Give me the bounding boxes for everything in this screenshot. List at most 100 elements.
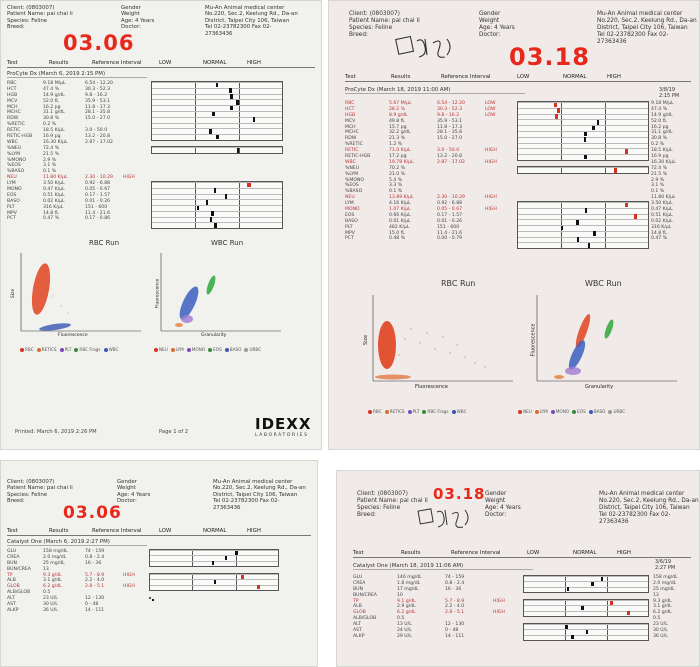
table-row: ALB/GLOB 0.5 (353, 616, 523, 622)
table-row: NEU 11.80 K/μL 2.30 - 10.29 HIGH (7, 175, 147, 181)
test-name: HCT (345, 106, 355, 112)
legend-label: RBC Frags (427, 409, 449, 414)
legend-swatch (59, 348, 64, 352)
reference-interval: 13.2 - 20.8 (437, 154, 463, 160)
row-divider (150, 550, 278, 551)
row-divider (518, 107, 648, 109)
table-row: HCT 47.4 % 30.3 - 52.3 (7, 87, 147, 93)
reference-interval: 74 - 159 (85, 549, 105, 554)
row-divider (524, 600, 648, 601)
weight-line: Weight (121, 11, 140, 18)
test-name: MCH (7, 104, 18, 110)
test-name: ALB/GLOB (353, 616, 377, 622)
test-name: %MONO (345, 177, 364, 183)
row-divider (150, 560, 278, 562)
reference-interval: 0 - 48 (85, 602, 99, 608)
table-row: %BASO 0.1 % (7, 169, 147, 175)
clinic-address: Mu-An Animal medical center No.220, Sec.… (213, 479, 306, 511)
previous-value: 0.02 K/μL (651, 218, 673, 224)
result-marker (215, 82, 218, 88)
result-value: 19.78 K/μL (389, 159, 414, 165)
range-bar-grid (151, 146, 283, 154)
table-row: GLU 146 mg/dL 74 - 159 (353, 575, 523, 581)
table-row: BUN/CREA 13 (7, 567, 147, 573)
result-value: 0.48 % (389, 236, 406, 242)
clinic-address: Mu-An Animal medical center No.220, Sec.… (597, 11, 697, 45)
result-value: 9.18 M/μL (43, 81, 66, 86)
previous-value: 9.3 g/dL (653, 598, 672, 604)
result-value: 1.8 mg/dL (397, 580, 421, 586)
row-divider (518, 102, 648, 103)
reference-interval: 0.17 - 0.86 (85, 216, 111, 222)
range-divider (192, 574, 193, 590)
table-row: CREA 1.8 mg/dL 0.8 - 2.4 (353, 581, 523, 587)
result-value: 3.3 % (389, 183, 403, 189)
result-value: 30.8 % (43, 116, 60, 122)
table-row: MCH 16.2 pg 11.8 - 17.3 (7, 105, 147, 111)
result-value: 13 U/L (397, 622, 412, 628)
client-line: Client: (0803007) (7, 5, 55, 11)
previous-value: 0.51 K/μL (651, 212, 673, 218)
test-name: MONO (345, 207, 360, 213)
table-row: %RETIC 1.2 % (345, 142, 515, 148)
rbc-x-label: Fluorescence (415, 384, 448, 390)
result-value: 0.01 K/μL (389, 218, 411, 224)
wbc-run-label: WBC Run (585, 279, 622, 288)
reference-interval: 28.1 - 35.8 (85, 110, 111, 116)
reference-interval: 11.8 - 17.3 (85, 104, 111, 110)
range-bar-grid (149, 597, 155, 601)
table-row: BUN/CREA 10 (353, 593, 523, 599)
reference-interval: 0.01 - 0.26 (437, 218, 463, 224)
column-header: Test Results Reference Interval LOW NORM… (7, 59, 315, 68)
test-name: EOS (7, 192, 17, 198)
patient-header: Client: (0803007) Patient Name: pai chai… (357, 491, 428, 518)
result-value: 24 U/L (397, 628, 412, 634)
previous-value: 23 U/L (653, 622, 668, 628)
range-divider (607, 600, 608, 616)
reference-interval: 5.7 - 8.9 (85, 572, 105, 578)
table-row: HGB 14.9 g/dL 9.8 - 16.2 (7, 93, 147, 99)
rbc-scatter-plot: Size Fluorescence (11, 251, 143, 341)
result-value: 4.16 K/μL (389, 201, 411, 207)
table-row: %LYM 21.0 % (345, 172, 515, 178)
table-row: GLOB 6.2 g/dL 2.8 - 5.1 HIGH (7, 584, 147, 590)
table-row: MPV 14.8 fL 11.4 - 21.6 (7, 211, 147, 217)
result-value: 482 K/μL (389, 224, 410, 230)
result-marker (587, 242, 591, 248)
table-row: EOS 0.66 K/μL 0.17 - 1.57 (345, 213, 515, 219)
reference-interval: 11.4 - 21.6 (437, 230, 463, 236)
result-value: 3.1 % (43, 163, 57, 169)
flag: LOW (485, 112, 496, 118)
legend-swatch (103, 348, 108, 352)
legend-swatch (208, 348, 213, 352)
legend-label: EOS (577, 409, 586, 414)
result-marker (600, 576, 604, 581)
previous-value: 16.2 pg (651, 124, 669, 130)
result-value: 0.5 (397, 616, 405, 622)
table-row: %MONO 2.9 % (7, 158, 147, 164)
result-marker (554, 114, 558, 119)
range-bar-grid (517, 101, 649, 161)
result-marker (565, 624, 568, 629)
range-bar-grid (523, 575, 649, 593)
result-marker (152, 598, 155, 601)
legend-label: NEU (159, 347, 168, 352)
row-divider (518, 136, 648, 138)
test-name: PCT (345, 236, 354, 242)
result-marker (584, 131, 587, 137)
test-name: RETIC-HGB (345, 154, 371, 160)
table-row: BASO 0.01 K/μL 0.01 - 0.26 (345, 219, 515, 225)
test-name: MONO (7, 187, 22, 193)
wbc-y-label: Fluorescence (530, 323, 537, 357)
range-bar-grid (517, 166, 649, 174)
result-marker (247, 182, 251, 188)
result-value: 17 mg/dL (397, 586, 419, 592)
page-number: Page 1 of 2 (159, 429, 189, 435)
previous-value: 13 (653, 592, 659, 598)
rbc-y-label: Size (11, 288, 17, 299)
result-marker (592, 125, 595, 131)
row-divider (518, 131, 648, 132)
result-marker (235, 550, 238, 555)
result-value: 6.2 g/dL (43, 584, 62, 590)
test-name: %NEU (7, 145, 22, 151)
